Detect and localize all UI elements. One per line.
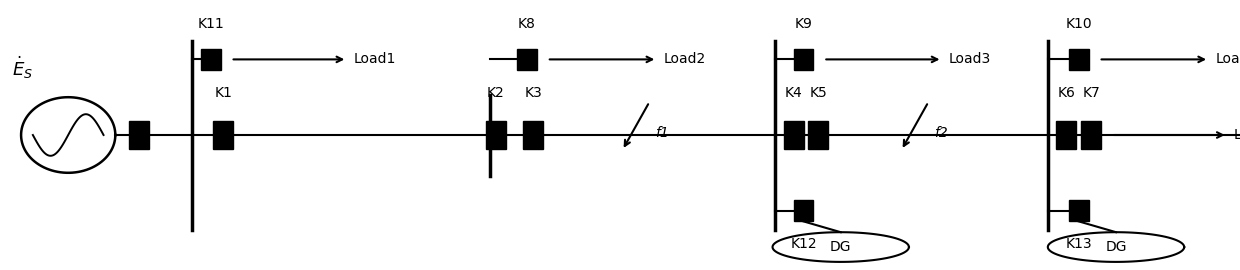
Bar [794, 49, 813, 70]
Bar [129, 122, 149, 148]
Text: K12: K12 [790, 237, 817, 251]
Text: Load4: Load4 [1215, 52, 1240, 66]
Bar [1081, 122, 1101, 148]
Text: K13: K13 [1065, 237, 1092, 251]
Bar [794, 200, 813, 221]
Text: Load1: Load1 [353, 52, 396, 66]
Text: K1: K1 [215, 86, 232, 100]
Text: K8: K8 [518, 17, 536, 31]
Bar [523, 122, 543, 148]
Text: DG: DG [1105, 240, 1127, 254]
Bar [1069, 200, 1089, 221]
Text: K5: K5 [810, 86, 827, 100]
Text: K10: K10 [1065, 17, 1092, 31]
Text: Load3: Load3 [949, 52, 991, 66]
Bar [213, 122, 233, 148]
Text: Load2: Load2 [663, 52, 706, 66]
Bar [784, 122, 804, 148]
Text: $\dot{E}_S$: $\dot{E}_S$ [12, 54, 33, 81]
Text: f2: f2 [934, 126, 947, 140]
Text: K9: K9 [795, 17, 812, 31]
Text: K2: K2 [487, 86, 505, 100]
Text: DG: DG [830, 240, 852, 254]
Text: K3: K3 [525, 86, 542, 100]
Text: Load5: Load5 [1234, 128, 1240, 142]
Bar [201, 49, 221, 70]
Bar [486, 122, 506, 148]
Text: K11: K11 [197, 17, 224, 31]
Bar [808, 122, 828, 148]
Text: K6: K6 [1058, 86, 1075, 100]
Bar [517, 49, 537, 70]
Text: K7: K7 [1083, 86, 1100, 100]
Text: f1: f1 [655, 126, 668, 140]
Bar [1069, 49, 1089, 70]
Text: K4: K4 [785, 86, 802, 100]
Bar [1056, 122, 1076, 148]
